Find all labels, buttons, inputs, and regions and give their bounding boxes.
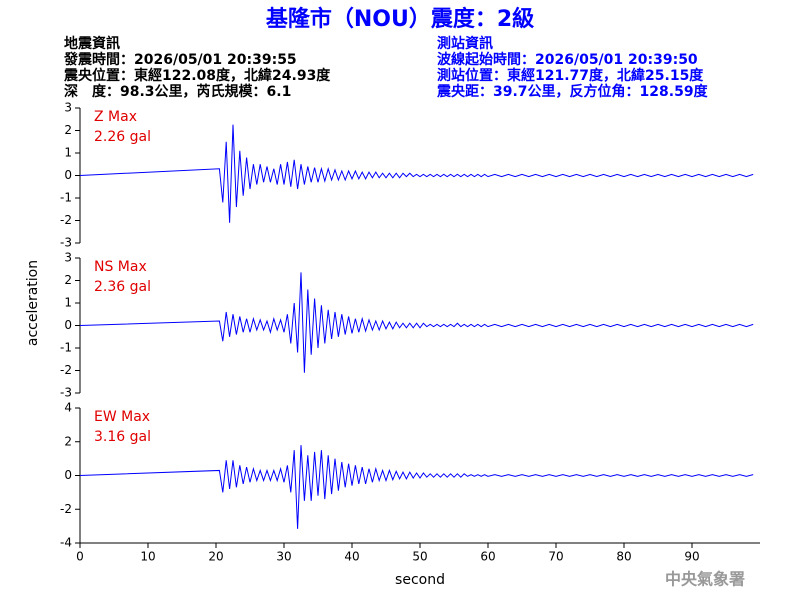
info-line: 震央位置：東經122.08度，北緯24.93度 [63, 67, 331, 84]
info-line: 地震資訊 [64, 35, 120, 52]
y-tick-label: 2 [64, 123, 72, 137]
waveform [79, 445, 754, 529]
x-tick-label: 70 [548, 550, 563, 564]
annotation: EW Max [94, 409, 150, 425]
y-tick-label: 4 [64, 401, 72, 415]
y-tick-label: 2 [64, 273, 72, 287]
annotation: NS Max [94, 259, 147, 275]
waveform [79, 124, 754, 223]
y-tick-label: -3 [60, 386, 72, 400]
x-tick-label: 40 [344, 550, 359, 564]
x-tick-label: 80 [616, 550, 631, 564]
y-tick-label: 2 [64, 434, 72, 448]
station-line: 波線起始時間：2026/05/01 20:39:50 [437, 51, 698, 68]
info-line: 深 度：98.3公里，芮氏規模：6.1 [64, 83, 291, 100]
x-tick-label: 60 [480, 550, 495, 564]
x-tick-label: 0 [76, 550, 84, 564]
y-tick-label: -2 [60, 363, 72, 377]
footer: 中央氣象署 [665, 570, 745, 589]
y-tick-label: 3 [64, 101, 72, 115]
annotation: 2.36 gal [94, 279, 151, 295]
x-axis-label: second [395, 572, 445, 588]
y-tick-label: -2 [60, 502, 72, 516]
y-tick-label: -1 [60, 341, 72, 355]
x-tick-label: 50 [412, 550, 427, 564]
y-tick-label: -4 [60, 536, 72, 550]
chart-title: 基隆市（NOU）震度：2級 [266, 6, 534, 32]
y-axis-label: acceleration [25, 260, 41, 346]
y-tick-label: 3 [64, 251, 72, 265]
x-tick-label: 10 [140, 550, 155, 564]
info-line: 發震時間：2026/05/01 20:39:55 [63, 51, 297, 68]
station-line: 震央距：39.7公里，反方位角：128.59度 [436, 83, 709, 100]
waveform [79, 272, 754, 373]
annotation: Z Max [94, 109, 137, 125]
y-tick-label: -3 [60, 236, 72, 250]
annotation: 3.16 gal [94, 429, 151, 445]
y-tick-label: 0 [64, 468, 72, 482]
y-tick-label: 1 [64, 146, 72, 160]
y-tick-label: -2 [60, 213, 72, 227]
x-tick-label: 30 [276, 550, 291, 564]
station-line: 測站資訊 [437, 35, 493, 52]
y-tick-label: -1 [60, 191, 72, 205]
station-line: 測站位置：東經121.77度，北緯25.15度 [437, 67, 704, 84]
y-tick-label: 0 [64, 318, 72, 332]
annotation: 2.26 gal [94, 129, 151, 145]
y-tick-label: 1 [64, 296, 72, 310]
x-tick-label: 90 [684, 550, 699, 564]
y-tick-label: 0 [64, 168, 72, 182]
x-tick-label: 20 [208, 550, 223, 564]
